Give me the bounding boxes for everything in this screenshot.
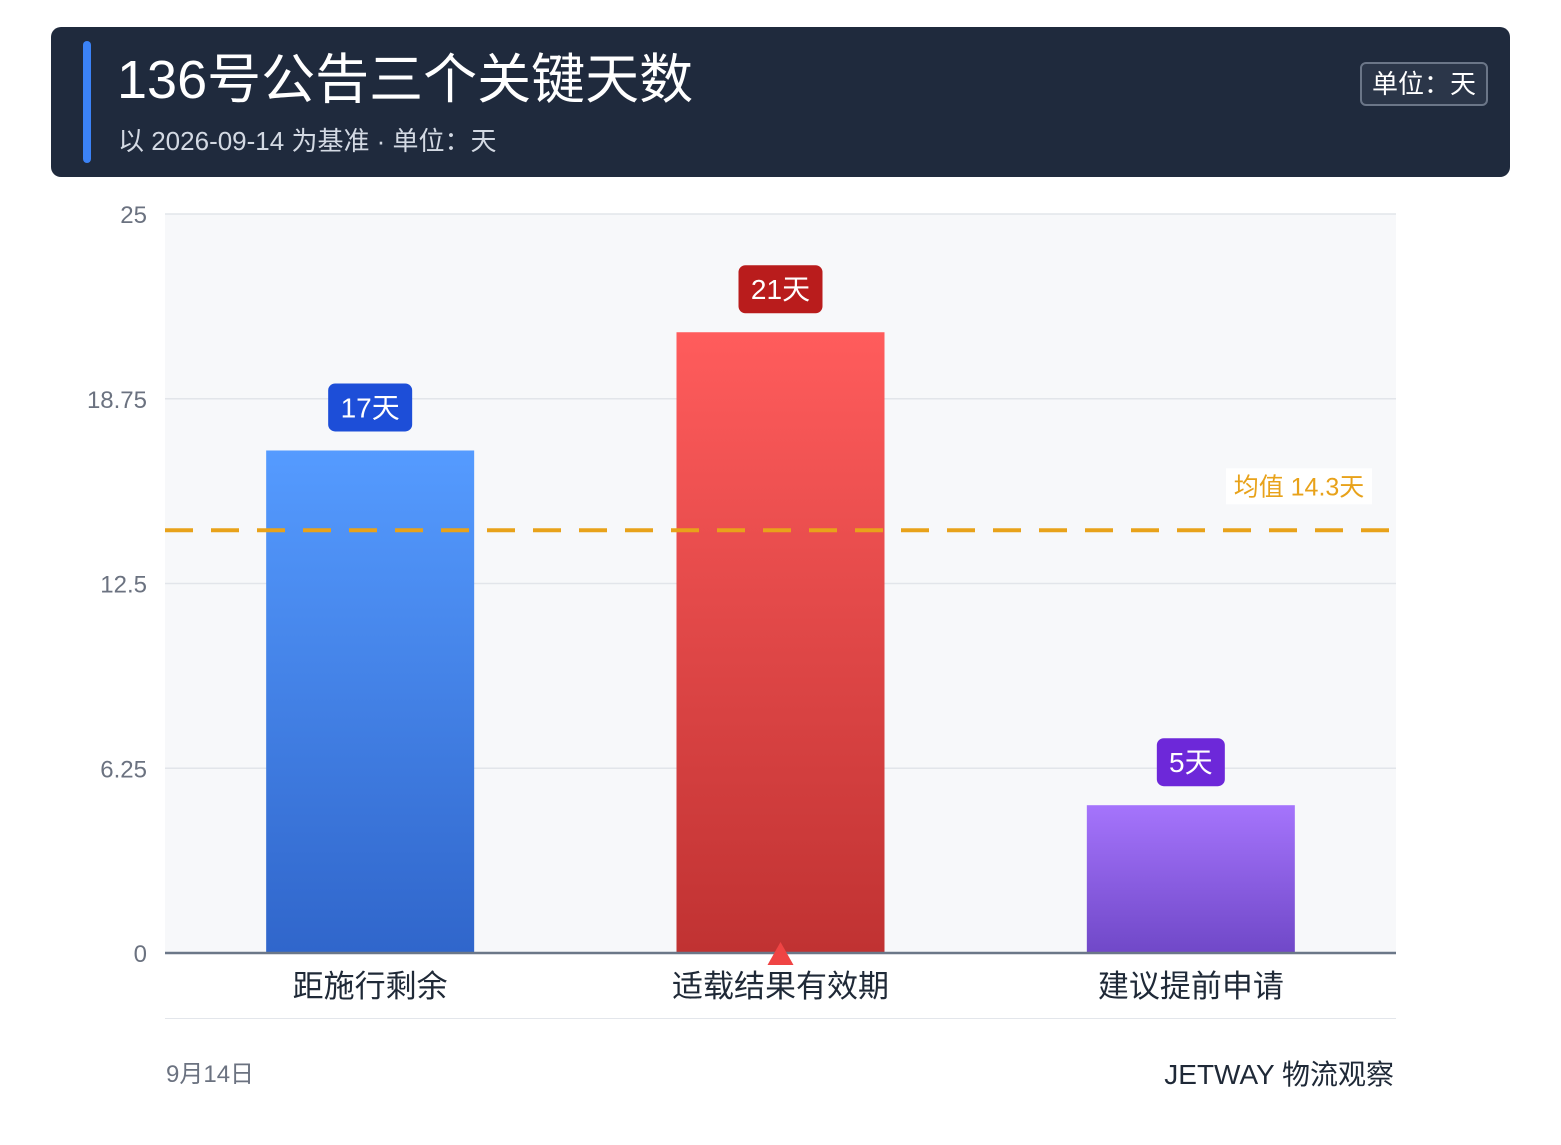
x-tick-label: 适载结果有效期 (672, 969, 889, 1004)
unit-badge: 单位：天 (1359, 62, 1488, 106)
data-label: 21天 (751, 274, 810, 305)
bar-3 (1086, 805, 1295, 953)
y-tick-label: 18.75 (87, 387, 147, 414)
y-tick-label: 25 (120, 202, 147, 229)
marker-triangle (767, 942, 794, 965)
header-accent-bar (83, 41, 91, 163)
data-label-bg (328, 383, 413, 432)
y-tick-label: 0 (134, 941, 147, 968)
footer-brand: JETWAY 物流观察 (1164, 1059, 1394, 1090)
y-tick-label: 6.25 (100, 756, 147, 783)
x-tick-label: 建议提前申请 (1098, 969, 1284, 1004)
chart-subtitle: 以 2026-09-14 为基准 · 单位：天 (118, 126, 497, 156)
mean-label-bg (1226, 468, 1372, 505)
y-tick-label: 12.5 (100, 572, 147, 599)
bar-1 (266, 450, 475, 953)
header-panel: 136号公告三个关键天数 以 2026-09-14 为基准 · 单位：天 单位：… (51, 27, 1510, 177)
chart-title: 136号公告三个关键天数 (117, 50, 694, 110)
bar-2 (676, 332, 885, 953)
x-tick-label: 距施行剩余 (293, 969, 448, 1004)
data-label: 17天 (341, 392, 400, 423)
footer-date: 9月14日 (166, 1061, 255, 1088)
data-label-bg (738, 265, 823, 314)
mean-label: 均值 14.3天 (1234, 473, 1365, 501)
data-label: 5天 (1169, 747, 1213, 778)
footer-divider (165, 1018, 1396, 1019)
data-label-bg (1156, 738, 1225, 787)
